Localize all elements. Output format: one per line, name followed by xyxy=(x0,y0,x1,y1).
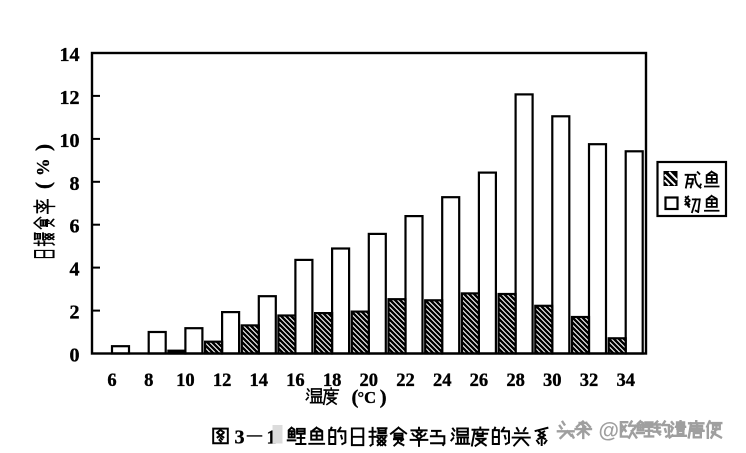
svg-text:3: 3 xyxy=(235,427,245,449)
svg-text:6: 6 xyxy=(107,371,116,391)
svg-text:(: ( xyxy=(352,387,359,409)
svg-text:24: 24 xyxy=(433,371,452,391)
svg-text:10: 10 xyxy=(60,130,80,152)
svg-text:22: 22 xyxy=(396,371,415,391)
svg-text:12: 12 xyxy=(213,371,232,391)
svg-text:(: ( xyxy=(31,182,55,189)
svg-text:6: 6 xyxy=(70,216,80,238)
svg-text:1: 1 xyxy=(267,427,277,449)
svg-text:°C: °C xyxy=(358,388,377,407)
svg-text:28: 28 xyxy=(506,371,525,391)
svg-text:8: 8 xyxy=(144,371,153,391)
svg-text:4: 4 xyxy=(70,259,80,281)
svg-text:): ) xyxy=(380,387,387,409)
svg-text:32: 32 xyxy=(580,371,599,391)
svg-text:@: @ xyxy=(599,420,619,443)
svg-text:2: 2 xyxy=(70,302,80,324)
svg-text:26: 26 xyxy=(470,371,489,391)
svg-text:—: — xyxy=(246,428,263,444)
svg-text:34: 34 xyxy=(616,371,635,391)
svg-text:8: 8 xyxy=(70,173,80,195)
svg-text:16: 16 xyxy=(286,371,305,391)
svg-text:14: 14 xyxy=(250,371,269,391)
svg-text:10: 10 xyxy=(176,371,195,391)
svg-text:12: 12 xyxy=(60,87,80,109)
svg-text:14: 14 xyxy=(60,44,80,66)
svg-text:30: 30 xyxy=(543,371,562,391)
svg-text:18: 18 xyxy=(323,371,342,391)
svg-text:20: 20 xyxy=(360,371,379,391)
svg-text:): ) xyxy=(31,144,55,151)
svg-text:0: 0 xyxy=(70,345,80,367)
svg-text:%: % xyxy=(33,159,53,177)
